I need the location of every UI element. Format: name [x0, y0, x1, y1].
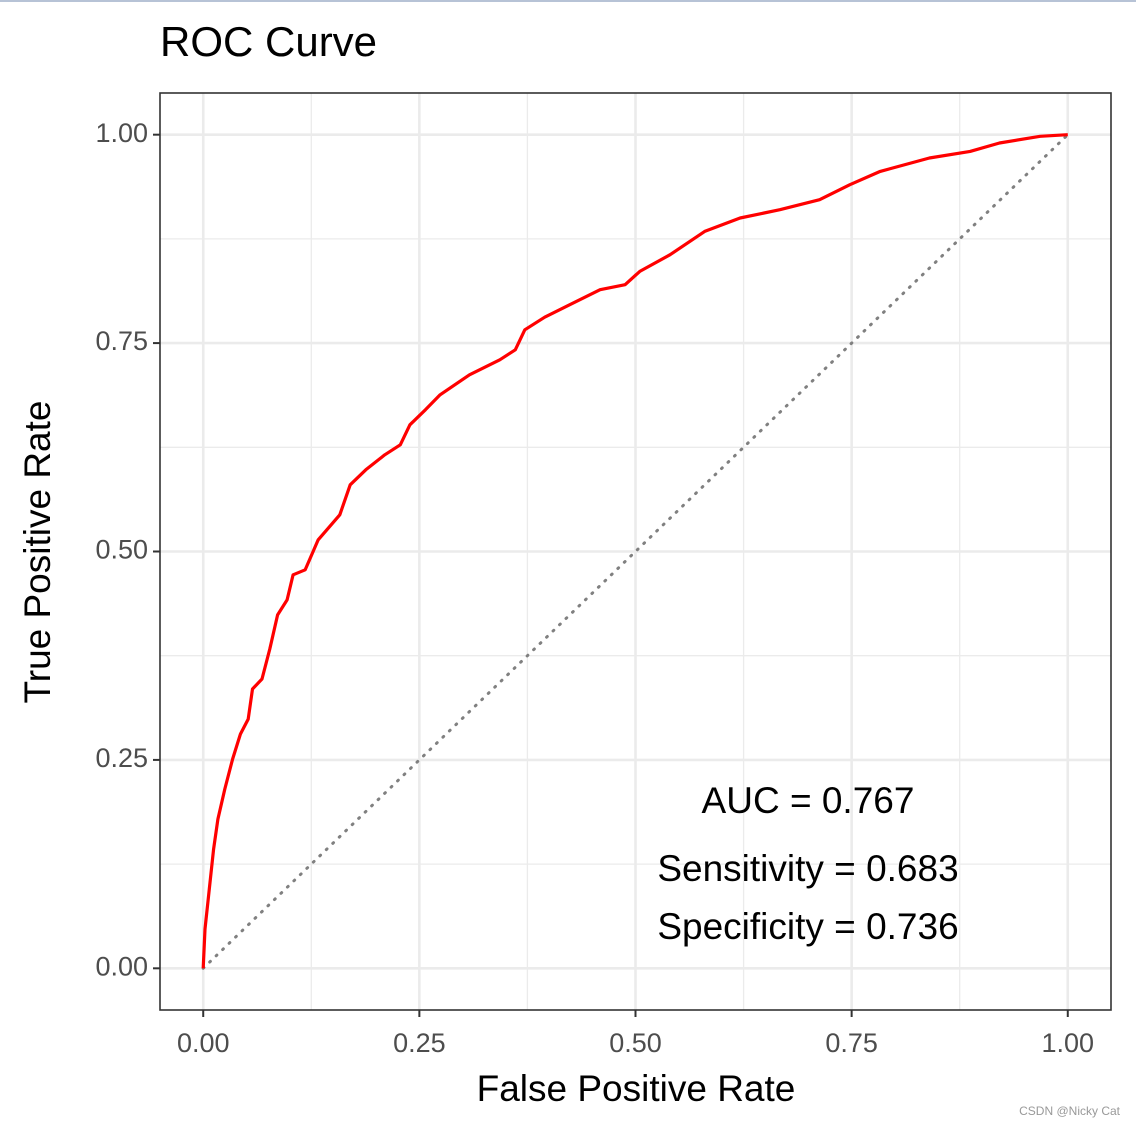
- annotation: AUC = 0.767: [702, 780, 915, 821]
- roc-line: [201, 133, 1068, 969]
- y-tick-label: 0.75: [95, 326, 148, 356]
- x-tick-label: 0.50: [609, 1028, 662, 1058]
- watermark: CSDN @Nicky Cat: [1019, 1104, 1121, 1118]
- reference-line: [201, 133, 1070, 970]
- x-axis-label: False Positive Rate: [477, 1068, 796, 1109]
- y-tick-label: 0.00: [95, 951, 148, 981]
- y-axis-label: True Positive Rate: [17, 401, 58, 704]
- annotation: Sensitivity = 0.683: [657, 848, 958, 889]
- annotation: Specificity = 0.736: [657, 906, 958, 947]
- x-tick-label: 0.00: [177, 1028, 230, 1058]
- y-tick-label: 0.50: [95, 535, 148, 565]
- y-tick-label: 1.00: [95, 118, 148, 148]
- chart-title: ROC Curve: [160, 18, 377, 65]
- y-tick-label: 0.25: [95, 743, 148, 773]
- x-tick-label: 0.75: [825, 1028, 878, 1058]
- x-tick-label: 1.00: [1041, 1028, 1094, 1058]
- x-tick-label: 0.25: [393, 1028, 446, 1058]
- panel-border: [159, 92, 1112, 1011]
